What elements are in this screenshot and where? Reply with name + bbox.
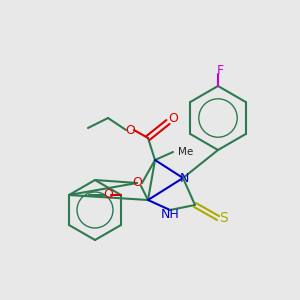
- Text: S: S: [219, 211, 227, 225]
- Text: O: O: [168, 112, 178, 125]
- Text: F: F: [216, 64, 224, 76]
- Text: O: O: [103, 188, 113, 202]
- Text: N: N: [179, 172, 189, 184]
- Text: Me: Me: [178, 147, 193, 157]
- Text: O: O: [132, 176, 142, 190]
- Text: NH: NH: [160, 208, 179, 221]
- Text: O: O: [125, 124, 135, 136]
